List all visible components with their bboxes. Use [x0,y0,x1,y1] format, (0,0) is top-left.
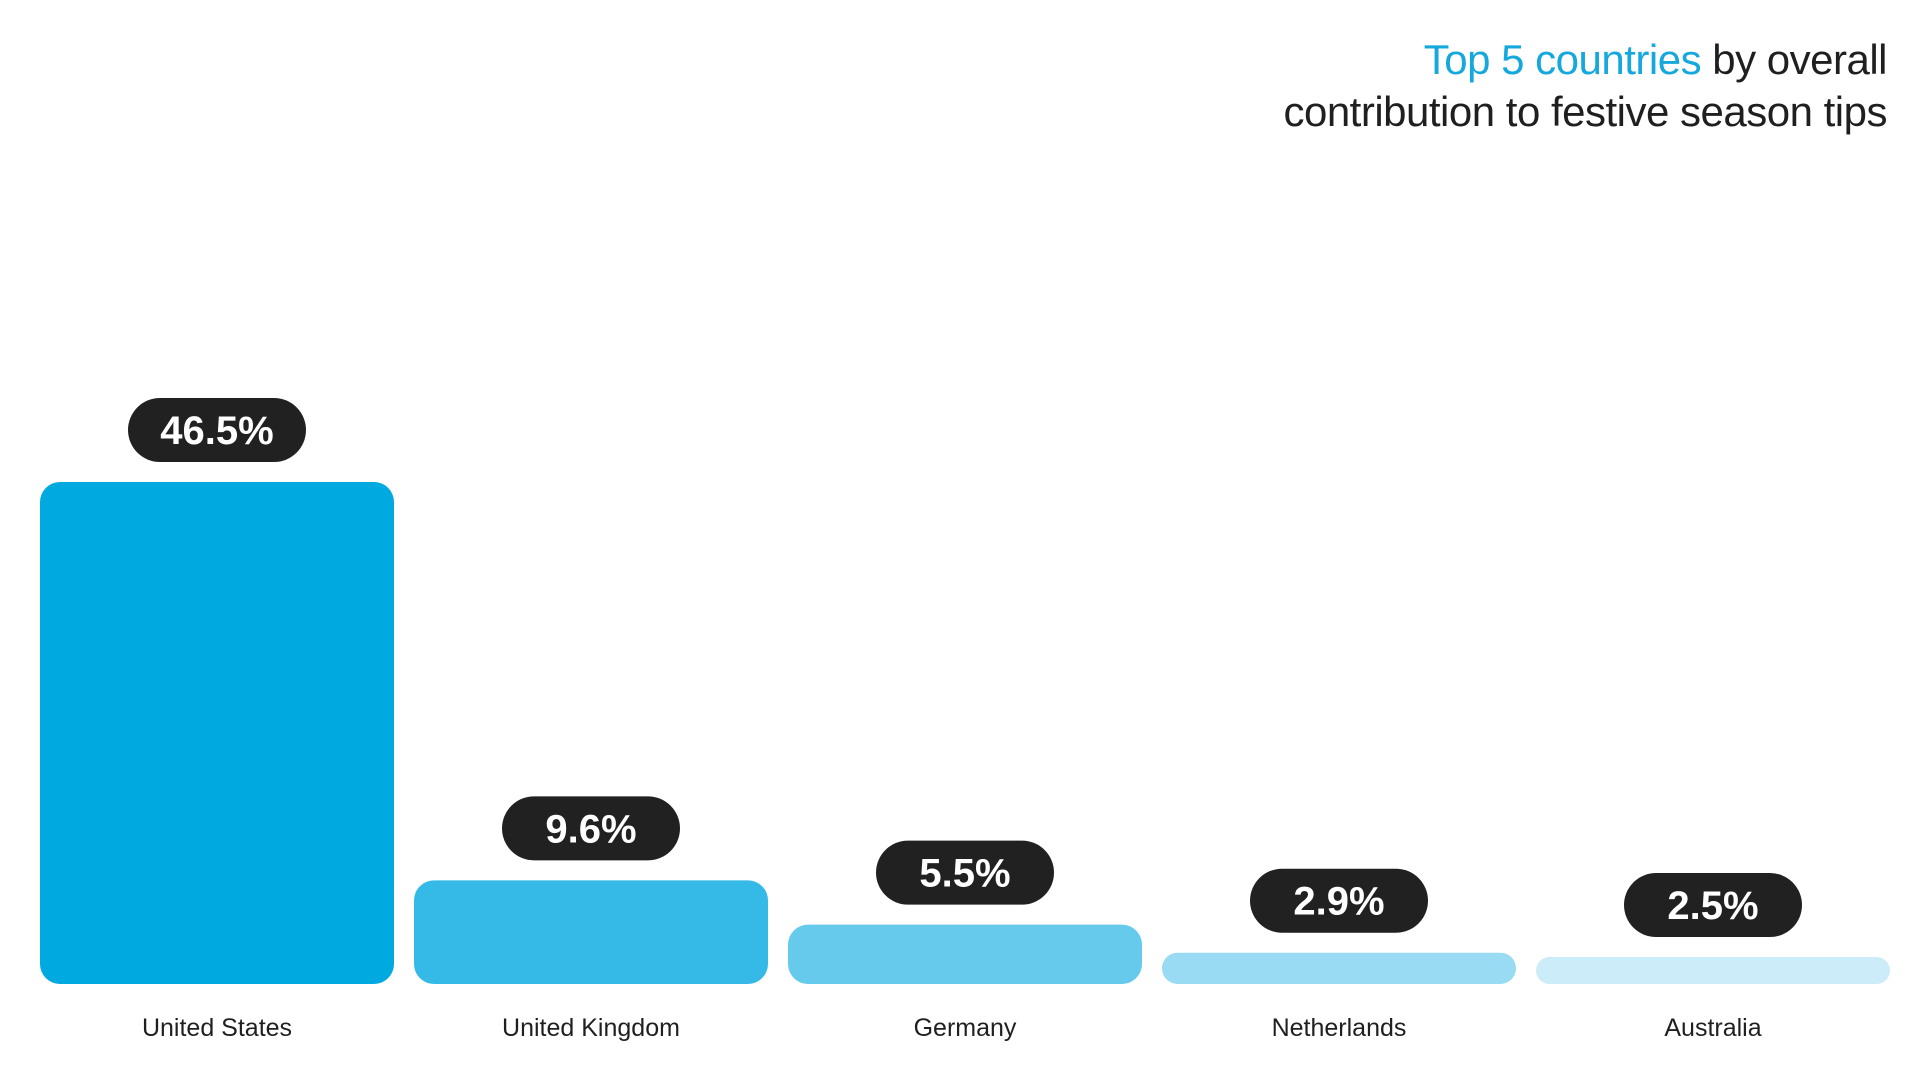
value-label-text: 9.6% [545,807,636,851]
bar-australia [1536,957,1890,984]
category-label-united-states: United States [142,1014,292,1042]
category-labels-layer: United States United Kingdom Germany Nether… [142,1014,1762,1042]
value-label-text: 5.5% [919,852,1010,896]
value-label-pill [502,796,680,861]
bar-united-kingdom [414,880,768,984]
bar-united-states [40,482,394,984]
value-label-germany: 5.5% [876,840,1054,905]
value-label-pill [128,398,306,462]
chart-title: Top 5 countries by overall contribution … [1283,34,1887,138]
bar-germany [788,924,1142,984]
value-label-netherlands: 2.9% [1250,868,1428,933]
category-label-united-kingdom: United Kingdom [502,1014,680,1042]
bars-layer [40,482,1890,984]
bar-netherlands [1162,952,1516,984]
category-label-netherlands: Netherlands [1272,1014,1407,1042]
chart-title-line2: contribution to festive season tips [1283,88,1887,135]
value-label-text: 46.5% [160,409,273,453]
value-label-united-states: 46.5% [128,398,306,462]
value-label-text: 2.5% [1667,884,1758,928]
category-label-australia: Australia [1664,1014,1761,1042]
chart-title-rest: by overall [1701,36,1887,83]
value-label-pill [1250,868,1428,933]
chart-title-highlight: Top 5 countries [1423,36,1702,83]
value-labels-layer: 46.5% 9.6% 5.5% 2.9% 2.5% [128,398,1802,938]
value-label-pill [1624,873,1802,938]
value-label-pill [876,840,1054,905]
category-label-germany: Germany [914,1014,1017,1042]
value-label-text: 2.9% [1293,880,1384,924]
value-label-australia: 2.5% [1624,873,1802,938]
value-label-united-kingdom: 9.6% [502,796,680,861]
